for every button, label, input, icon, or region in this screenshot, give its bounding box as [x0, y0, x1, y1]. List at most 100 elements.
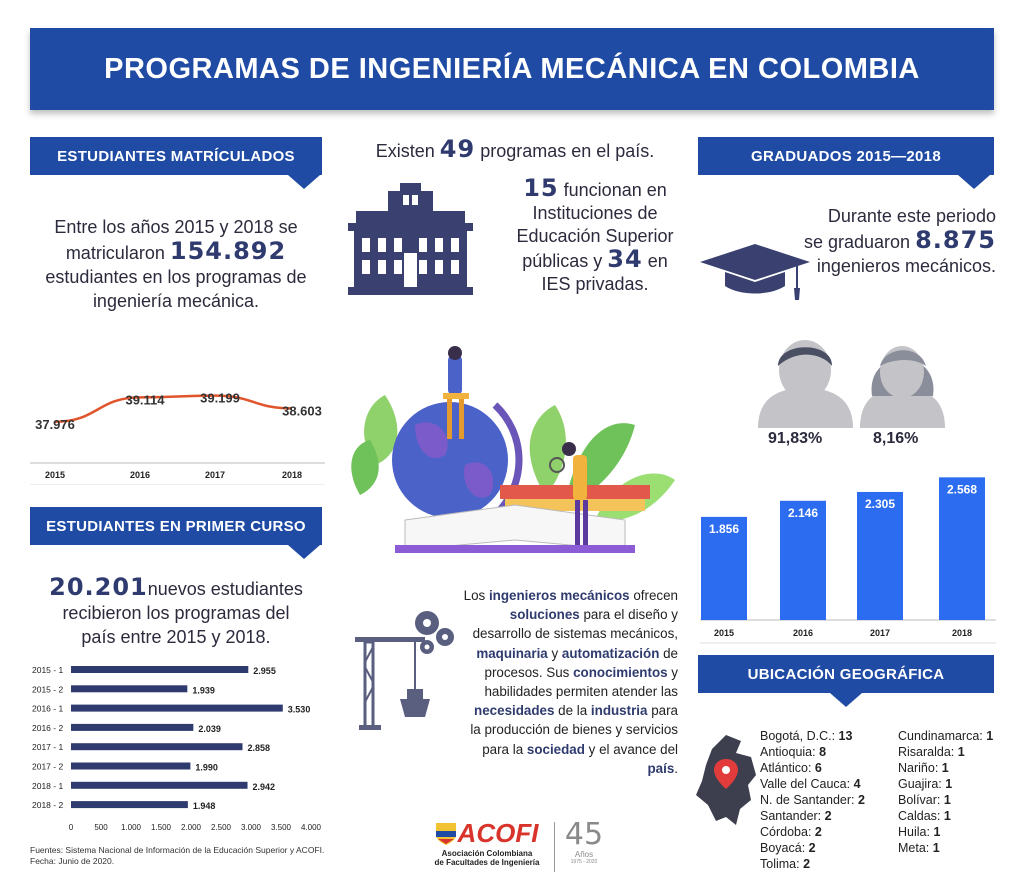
anniversary-logo: 45 Años 1975 - 2020 [560, 820, 608, 866]
location-name: Risaralda: [898, 745, 958, 759]
location-item: Guajira: 1 [898, 776, 1008, 792]
heading-notch [958, 175, 990, 189]
bar [71, 743, 243, 751]
primer-curso-line-3: país entre 2015 y 2018. [81, 627, 271, 647]
x-tick-label: 2015 [714, 628, 734, 638]
y-tick-label: 2017 - 1 [32, 742, 63, 752]
programas-public-number: 15 [523, 174, 559, 202]
y-tick-label: 2016 - 1 [32, 704, 63, 714]
graduados-line-1: Durante este periodo [827, 206, 996, 226]
location-count: 4 [853, 777, 861, 791]
highlighted-term: país [647, 760, 675, 776]
y-tick-label: 2015 - 1 [32, 665, 63, 675]
x-tick-label: 2.000 [181, 823, 202, 832]
footer-sources: Fuentes: Sistema Nacional de Información… [30, 845, 324, 867]
bar-label: 3.530 [288, 705, 311, 715]
primer-curso-heading: ESTUDIANTES EN PRIMER CURSO [30, 507, 322, 559]
description-text: y habilidades permiten atender las [484, 664, 678, 700]
ubicacion-heading: UBICACIÓN GEOGRÁFICA [698, 655, 994, 707]
location-item: Córdoba: 2 [760, 824, 900, 840]
matriculados-line-chart: 37.976 2015 39.114 2016 39.199 2017 38.603 2018 [30, 391, 325, 485]
matriculados-line-3: estudiantes en los programas de [45, 267, 307, 287]
data-label: 39.114 [125, 392, 165, 407]
female-avatar-icon [860, 346, 945, 428]
acofi-logo-text: ACOFI [457, 818, 539, 848]
location-item: Huila: 1 [898, 824, 1008, 840]
programas-total-number: 49 [439, 135, 476, 163]
location-item: Caldas: 1 [898, 808, 1008, 824]
y-tick-label: 2016 - 2 [32, 723, 63, 733]
page-title: PROGRAMAS DE INGENIERÍA MECÁNICA EN COLO… [104, 52, 920, 85]
primer-curso-number: 20.201 [49, 573, 148, 601]
series-line [54, 394, 293, 424]
crane-gears-icon [355, 611, 454, 730]
x-tick-label: 2015 [45, 470, 65, 480]
data-label: 38.603 [282, 403, 322, 418]
x-tick-label: 4.000 [301, 823, 322, 832]
footer-fuentes: Fuentes: Sistema Nacional de Información… [30, 845, 325, 855]
bar [939, 477, 985, 620]
x-tick-label: 3.000 [241, 823, 262, 832]
male-percentage: 91,83% [768, 430, 823, 447]
location-item: Santander: 2 [760, 808, 900, 824]
location-item: Atlántico: 6 [760, 760, 900, 776]
acofi-sub-2: de Facultades de Ingeniería [434, 858, 540, 867]
description-text: y [547, 645, 562, 661]
bar-label: 2.146 [788, 506, 818, 520]
ubicacion-list-2: Cundinamarca: 1 Risaralda: 1 Nariño: 1 Guaj… [898, 728, 1008, 856]
footer-fecha: Fecha: Junio de 2020. [30, 856, 115, 866]
location-name: Tolima: [760, 857, 804, 871]
location-count: 13 [838, 729, 853, 743]
highlighted-term: automatización [561, 645, 660, 661]
colombia-map-icon [696, 735, 756, 825]
location-name: Córdoba: [760, 825, 815, 839]
matriculados-line-1: Entre los años 2015 y 2018 se [54, 217, 298, 237]
location-count: 1 [932, 841, 940, 855]
programas-line-1: Existen 49 programas en el país. [375, 135, 655, 163]
graduados-text: Durante este periodo se graduaron 8.875 … [780, 204, 996, 278]
x-tick-label: 2017 [870, 628, 890, 638]
ubicacion-list-1: Bogotá, D.C.: 13 Antioquia: 8 Atlántico: 6… [760, 728, 900, 872]
description-text: para la producción de bienes y servicios… [470, 703, 678, 757]
location-item: Cundinamarca: 1 [898, 728, 1008, 744]
graduados-heading-label: GRADUADOS 2015—2018 [698, 137, 994, 175]
location-count: 1 [945, 777, 953, 791]
matriculados-text: Entre los años 2015 y 2018 se matricular… [30, 215, 322, 313]
location-count: 8 [819, 745, 827, 759]
highlighted-term: soluciones [509, 607, 580, 623]
bar [71, 704, 283, 712]
highlighted-term: sociedad [526, 741, 585, 757]
bar [71, 685, 188, 693]
location-name: Valle del Cauca: [760, 777, 854, 791]
location-name: Santander: [760, 809, 825, 823]
heading-notch [288, 175, 320, 189]
matriculados-number: 154.892 [169, 237, 287, 265]
data-label: 37.976 [35, 417, 75, 432]
location-item: N. de Santander: 2 [760, 792, 900, 808]
footer-divider [554, 822, 555, 872]
x-tick-label: 2016 [793, 628, 813, 638]
highlighted-term: necesidades [474, 703, 555, 719]
y-tick-label: 2017 - 2 [32, 762, 63, 772]
location-count: 6 [814, 761, 822, 775]
bar-label: 2.568 [947, 482, 977, 496]
data-label: 39.199 [200, 391, 240, 406]
bar [857, 491, 903, 620]
x-tick-label: 0 [69, 823, 74, 832]
y-tick-label: 2018 - 1 [32, 781, 63, 791]
male-avatar-icon [758, 340, 853, 428]
bar [71, 762, 191, 770]
location-name: Meta: [898, 841, 933, 855]
location-count: 1 [941, 761, 949, 775]
matriculados-line-2: matricularon 154.892 [65, 237, 287, 265]
bar-label: 2.305 [865, 497, 895, 511]
location-item: Bolívar: 1 [898, 792, 1008, 808]
location-name: Cundinamarca: [898, 729, 987, 743]
programas-private-number: 34 [607, 245, 643, 273]
matriculados-heading-label: ESTUDIANTES MATRÍCULADOS [30, 137, 322, 175]
location-count: 1 [933, 825, 941, 839]
location-name: Boyacá: [760, 841, 809, 855]
location-name: Nariño: [898, 761, 942, 775]
location-name: Atlántico: [760, 761, 815, 775]
bar-label: 1.948 [193, 801, 216, 811]
